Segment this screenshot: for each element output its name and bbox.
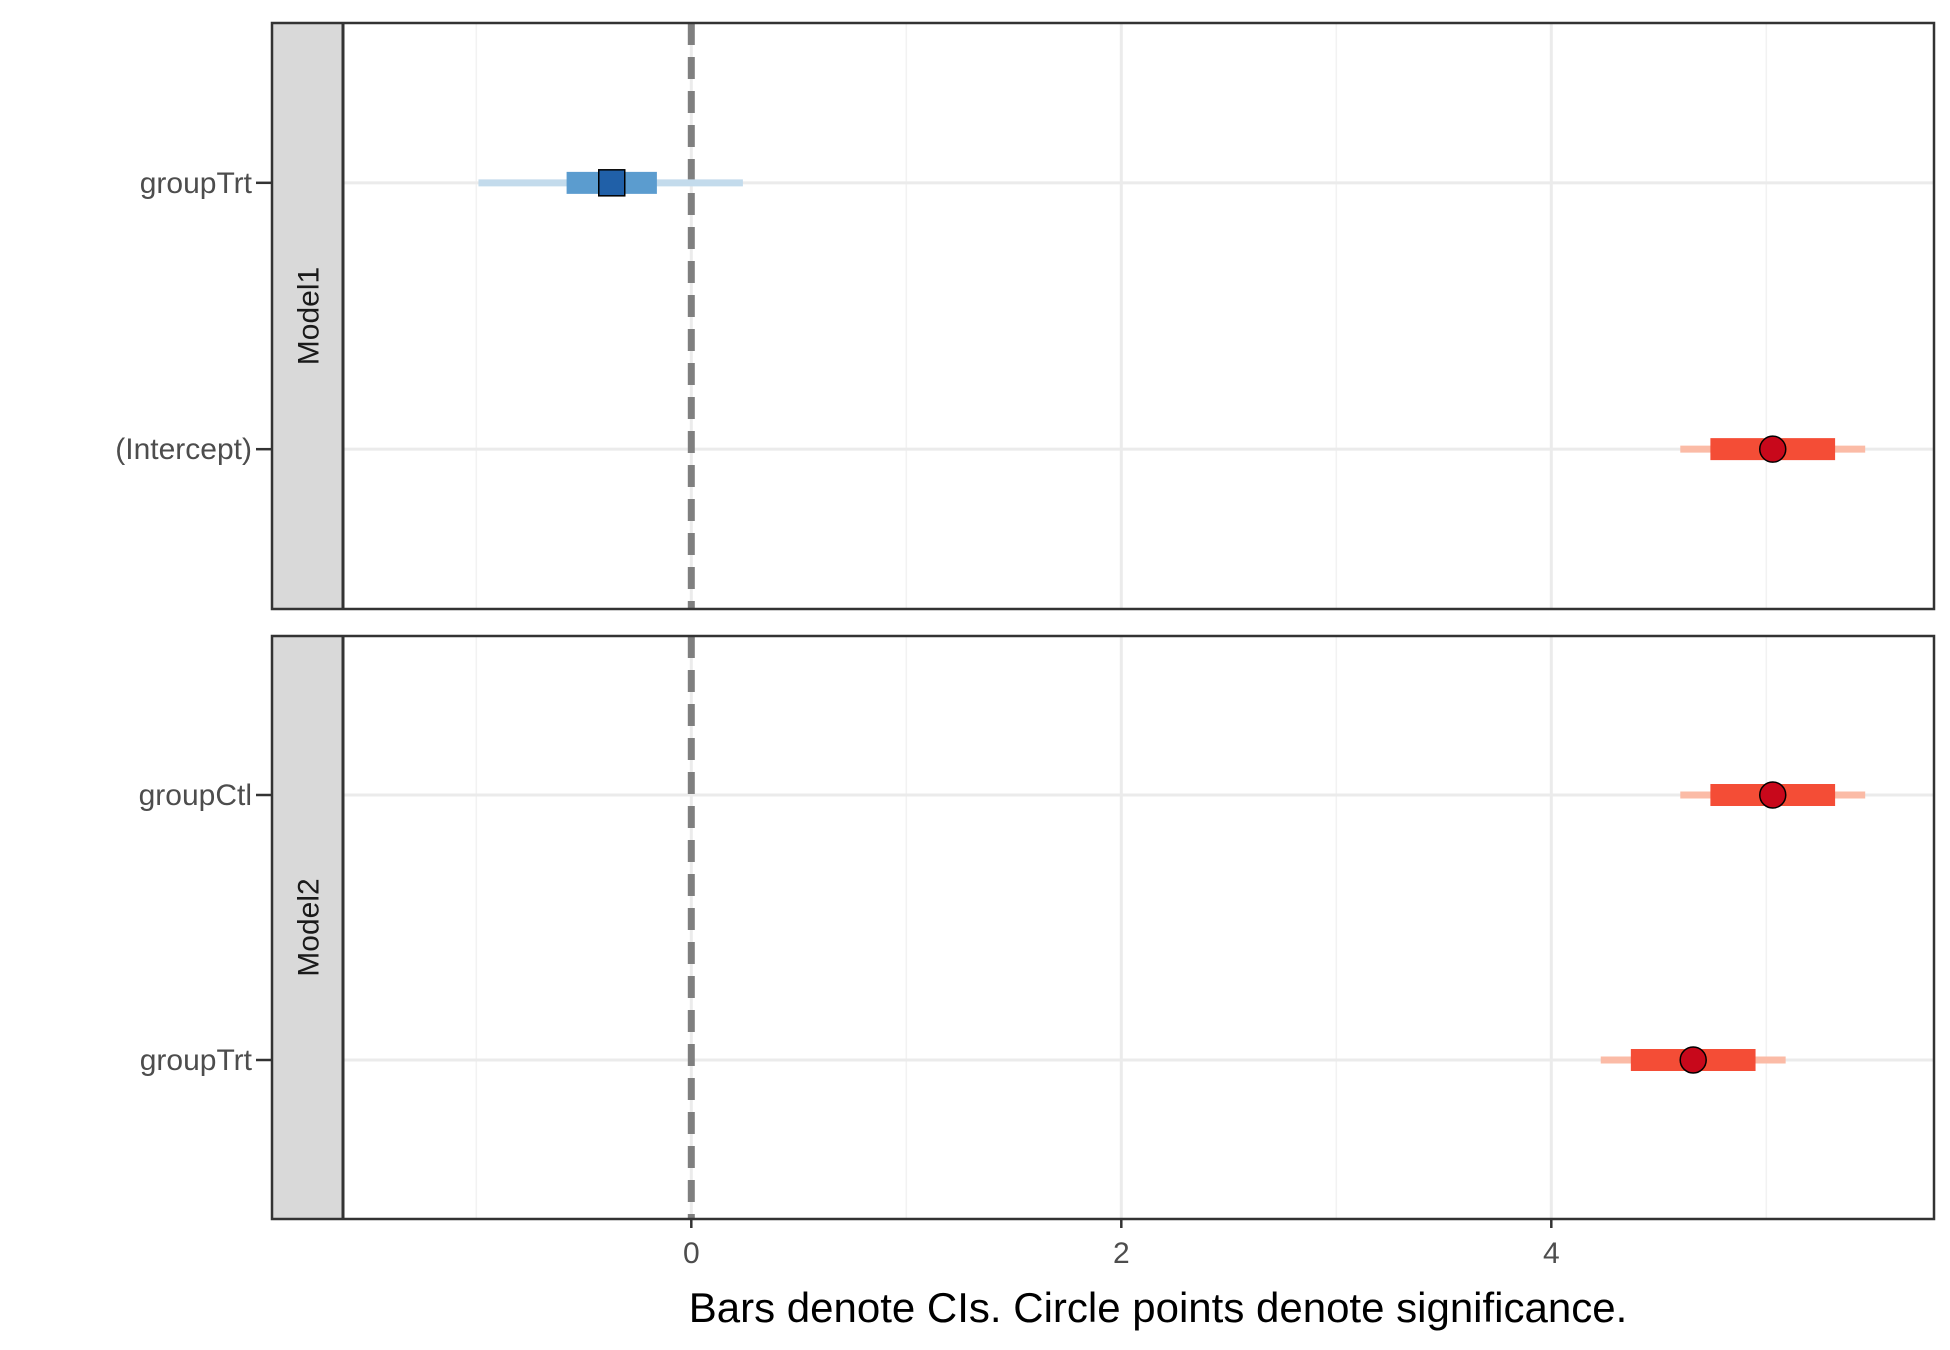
facet-strip xyxy=(272,23,343,609)
y-tick-label: groupCtl xyxy=(139,779,252,812)
facet-panel-model1: Model1 (Intercept) groupTrt xyxy=(115,21,1936,611)
facet-panels: Model1 (Intercept) groupTrt Model2 groupTrt g… xyxy=(115,21,1936,1221)
facet-strip xyxy=(272,636,343,1219)
y-tick-label: groupTrt xyxy=(140,1044,253,1077)
facet-strip-label: Model1 xyxy=(293,267,326,365)
facet-strip-label: Model2 xyxy=(293,878,326,976)
y-tick-label: groupTrt xyxy=(140,167,253,200)
x-tick-label: 4 xyxy=(1543,1237,1560,1270)
x-axis: 0 2 4 xyxy=(683,1219,1560,1270)
panel-background xyxy=(272,23,1934,609)
panel-border xyxy=(270,21,1936,611)
panel-border xyxy=(270,634,1936,1221)
x-tick-label: 2 xyxy=(1113,1237,1130,1270)
y-tick-label: (Intercept) xyxy=(115,433,252,466)
panel-background xyxy=(272,636,1934,1219)
estimate-point-circle xyxy=(1759,435,1787,463)
estimate-point-square xyxy=(598,169,626,197)
facet-panel-model2: Model2 groupTrt groupCtl xyxy=(139,634,1936,1221)
estimate-point-circle xyxy=(1759,781,1787,809)
x-tick-label: 0 xyxy=(683,1237,700,1270)
estimate-point-circle xyxy=(1679,1046,1707,1074)
x-axis-title: Bars denote CIs. Circle points denote si… xyxy=(689,1284,1628,1331)
